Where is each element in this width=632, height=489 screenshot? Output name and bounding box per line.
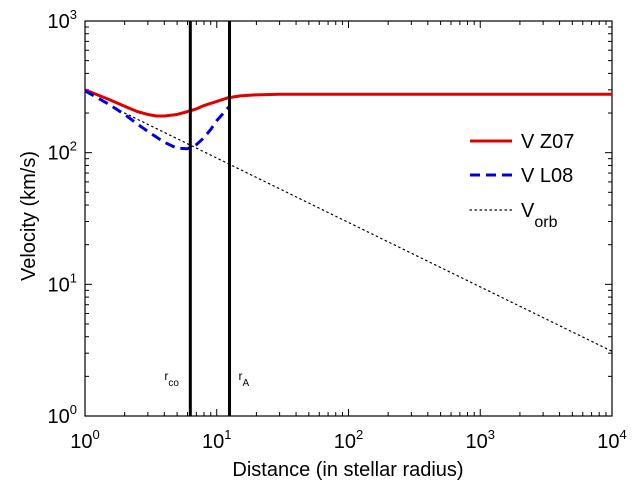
reference-lines: rco rA [164,21,250,416]
legend: V Z07 V L08 Vorb [469,131,574,231]
series-line-v-z07 [84,88,612,118]
series-line-v-l08 [84,89,231,151]
series-line-vorb [124,112,613,352]
y-tick-label: 100 [48,402,77,428]
y-axis-title: Velocity (km/s) [18,151,40,281]
legend-label: Vorb [521,200,558,231]
x-tick-label: 103 [466,427,495,453]
y-tick-label: 103 [48,7,77,33]
y-tick-label: 101 [48,270,77,296]
x-tick-label: 102 [334,427,363,453]
vline-label-co: rco [164,369,179,389]
x-axis-title: Distance (in stellar radius) [232,459,463,481]
legend-label: V L08 [521,165,573,187]
vline-label-a: rA [239,369,250,389]
x-tick-label: 100 [70,427,99,453]
axes: 100 101 102 103 104 100 101 102 103 [48,7,627,453]
y-tick-label: 102 [48,139,77,165]
x-tick-label: 101 [202,427,231,453]
plot-series [84,88,613,352]
legend-label: V Z07 [521,131,574,153]
x-tick-label: 104 [597,427,626,453]
